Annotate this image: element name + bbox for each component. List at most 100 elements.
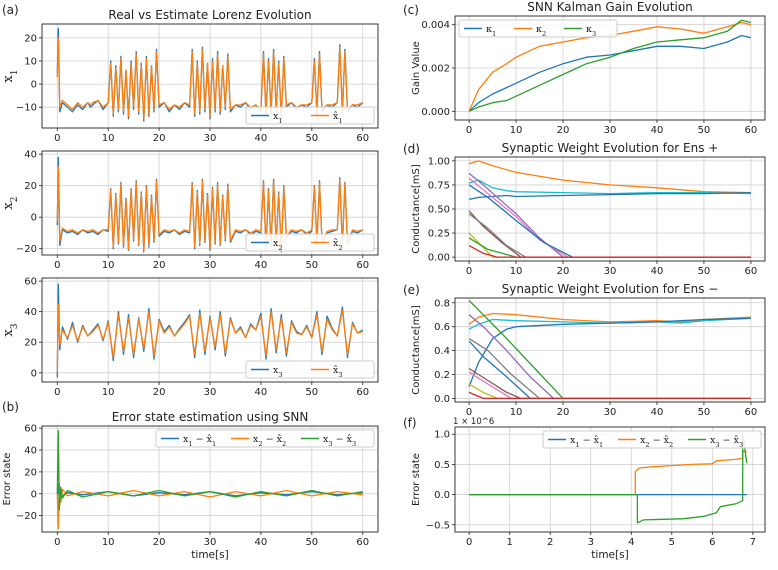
y-tick-label: 1.0 [434,430,450,441]
y-axis-label: x1 [1,69,20,82]
series-line-3 [56,429,363,511]
y-tick-label: 0.2 [434,370,450,381]
legend-label: x̂2 [333,238,343,252]
series-line-2 [56,166,363,251]
x-tick-label: 40 [651,266,664,277]
legend: x1 − x̂1 x2 − x̂2 x3 − x̂3 [542,430,762,449]
x-tick-label: 10 [102,387,115,398]
x-tick-label: 50 [305,133,318,144]
x-tick-label: 10 [510,266,523,277]
legend-label: x2 − x̂2 [253,434,286,448]
x-tick-label: 40 [255,133,268,144]
x-axis-label: time[s] [191,549,228,561]
y-tick-label: 20 [24,338,37,349]
legend-label: κ1 [486,24,496,38]
legend-label: x1 − x̂1 [183,434,216,448]
y-tick-label: 0.000 [421,107,450,118]
series-group [469,433,748,524]
chart-panel-a1: 0 10 20 30 40 50 60 −10 0 10 20 Real vs Estimate Lo… [1,3,379,144]
series-line-2 [468,179,751,195]
legend-label: x̂3 [333,365,343,379]
x-tick-label: 50 [305,387,318,398]
y-tick-label: 40 [24,307,37,318]
y-tick-label: −0.5 [426,520,450,531]
x-tick-label: 0 [54,260,60,271]
series-line-11 [468,245,751,258]
chart-panel-d: 0 10 20 30 40 50 60 0.00 0.25 0.50 0.75 1.00 Synapti… [403,141,766,277]
x-tick-label: 20 [557,266,570,277]
x-tick-label: 0 [54,537,60,548]
x-tick-label: 7 [750,537,756,548]
y-tick-label: 0.5 [434,460,450,471]
y-tick-label: −10 [16,103,37,114]
x-tick-label: 20 [557,407,570,418]
x-tick-label: 50 [305,537,318,548]
chart-title: Real vs Estimate Lorenz Evolution [108,8,311,22]
x-tick-label: 40 [651,407,664,418]
x-tick-label: 60 [356,537,369,548]
x-tick-label: 60 [745,125,758,136]
y-axis-label: Conductance[mS] [411,164,422,254]
x-tick-label: 0 [466,125,472,136]
x-tick-label: 30 [204,387,217,398]
series-line-11 [468,391,751,400]
x-tick-label: 60 [745,266,758,277]
x-axis-label: time[s] [591,549,628,561]
legend-label: x1 [273,111,283,125]
legend-label: x̂1 [333,111,343,125]
series-line-3 [469,433,748,524]
chart-title: SNN Kalman Gain Evolution [527,0,693,14]
series-group [468,160,751,258]
x-tick-label: 4 [628,537,634,548]
series-line-3 [468,19,752,112]
y-tick-label: 0.4 [434,346,450,357]
y-tick-label: 0.75 [428,180,450,191]
x-tick-label: 40 [651,125,664,136]
y-tick-label: 0 [31,80,37,91]
x-tick-label: 3 [588,537,594,548]
y-axis-label: Gain Value [411,41,422,95]
x-tick-label: 6 [709,537,715,548]
y-axis-label: Error state [2,453,13,506]
legend-label: x3 − x̂3 [323,434,356,448]
x-tick-label: 0 [466,407,472,418]
series-line-2 [469,450,747,496]
x-tick-label: 10 [510,125,523,136]
x-tick-label: 0 [54,133,60,144]
legend-label: x2 − x̂2 [640,435,673,449]
plot-frame [454,426,766,533]
y-tick-label: 0.004 [421,20,450,31]
x-tick-label: 30 [204,133,217,144]
chart-panel-b: 0 10 20 30 40 50 60 −20 0 20 40 60 Error state estim… [2,400,379,561]
y-axis-label: Conductance[mS] [411,305,422,395]
x-tick-label: 0 [54,387,60,398]
x-tick-label: 40 [255,260,268,271]
legend-box [245,360,375,379]
series-line-2 [56,37,363,120]
y-tick-label: 20 [24,33,37,44]
legend-label: x3 − x̂3 [710,435,743,449]
series-line-1 [468,34,752,112]
y-tick-label: 40 [24,446,37,457]
x-tick-label: 10 [102,133,115,144]
legend-box [542,430,762,449]
x-tick-label: 10 [510,407,523,418]
chart-panel-a3: 0 10 20 30 40 50 60 0 20 40 60 x3 x3 x̂3 [1,277,379,398]
chart-panel-f: 0 1 2 3 4 5 6 7 −0.5 0.0 0.5 1.0 (f) Error state time[… [403,416,766,561]
x-tick-label: 30 [204,537,217,548]
panel-label: (d) [403,142,420,156]
axis-offset-text: 1 × 10^6 [453,417,494,427]
y-tick-label: 1.00 [428,156,450,167]
series-line-2 [56,303,363,373]
x-tick-label: 20 [153,387,166,398]
legend: κ1 κ2 κ3 [458,19,618,38]
legend-box [155,429,375,448]
x-tick-label: 20 [153,133,166,144]
chart-title: Synaptic Weight Evolution for Ens − [502,282,719,296]
y-tick-label: 20 [24,181,37,192]
series-line-3 [468,191,751,201]
panel-label: (a) [2,3,19,17]
x-tick-label: 1 [507,537,513,548]
y-tick-label: 0.50 [428,205,450,216]
x-tick-label: 5 [669,537,675,548]
